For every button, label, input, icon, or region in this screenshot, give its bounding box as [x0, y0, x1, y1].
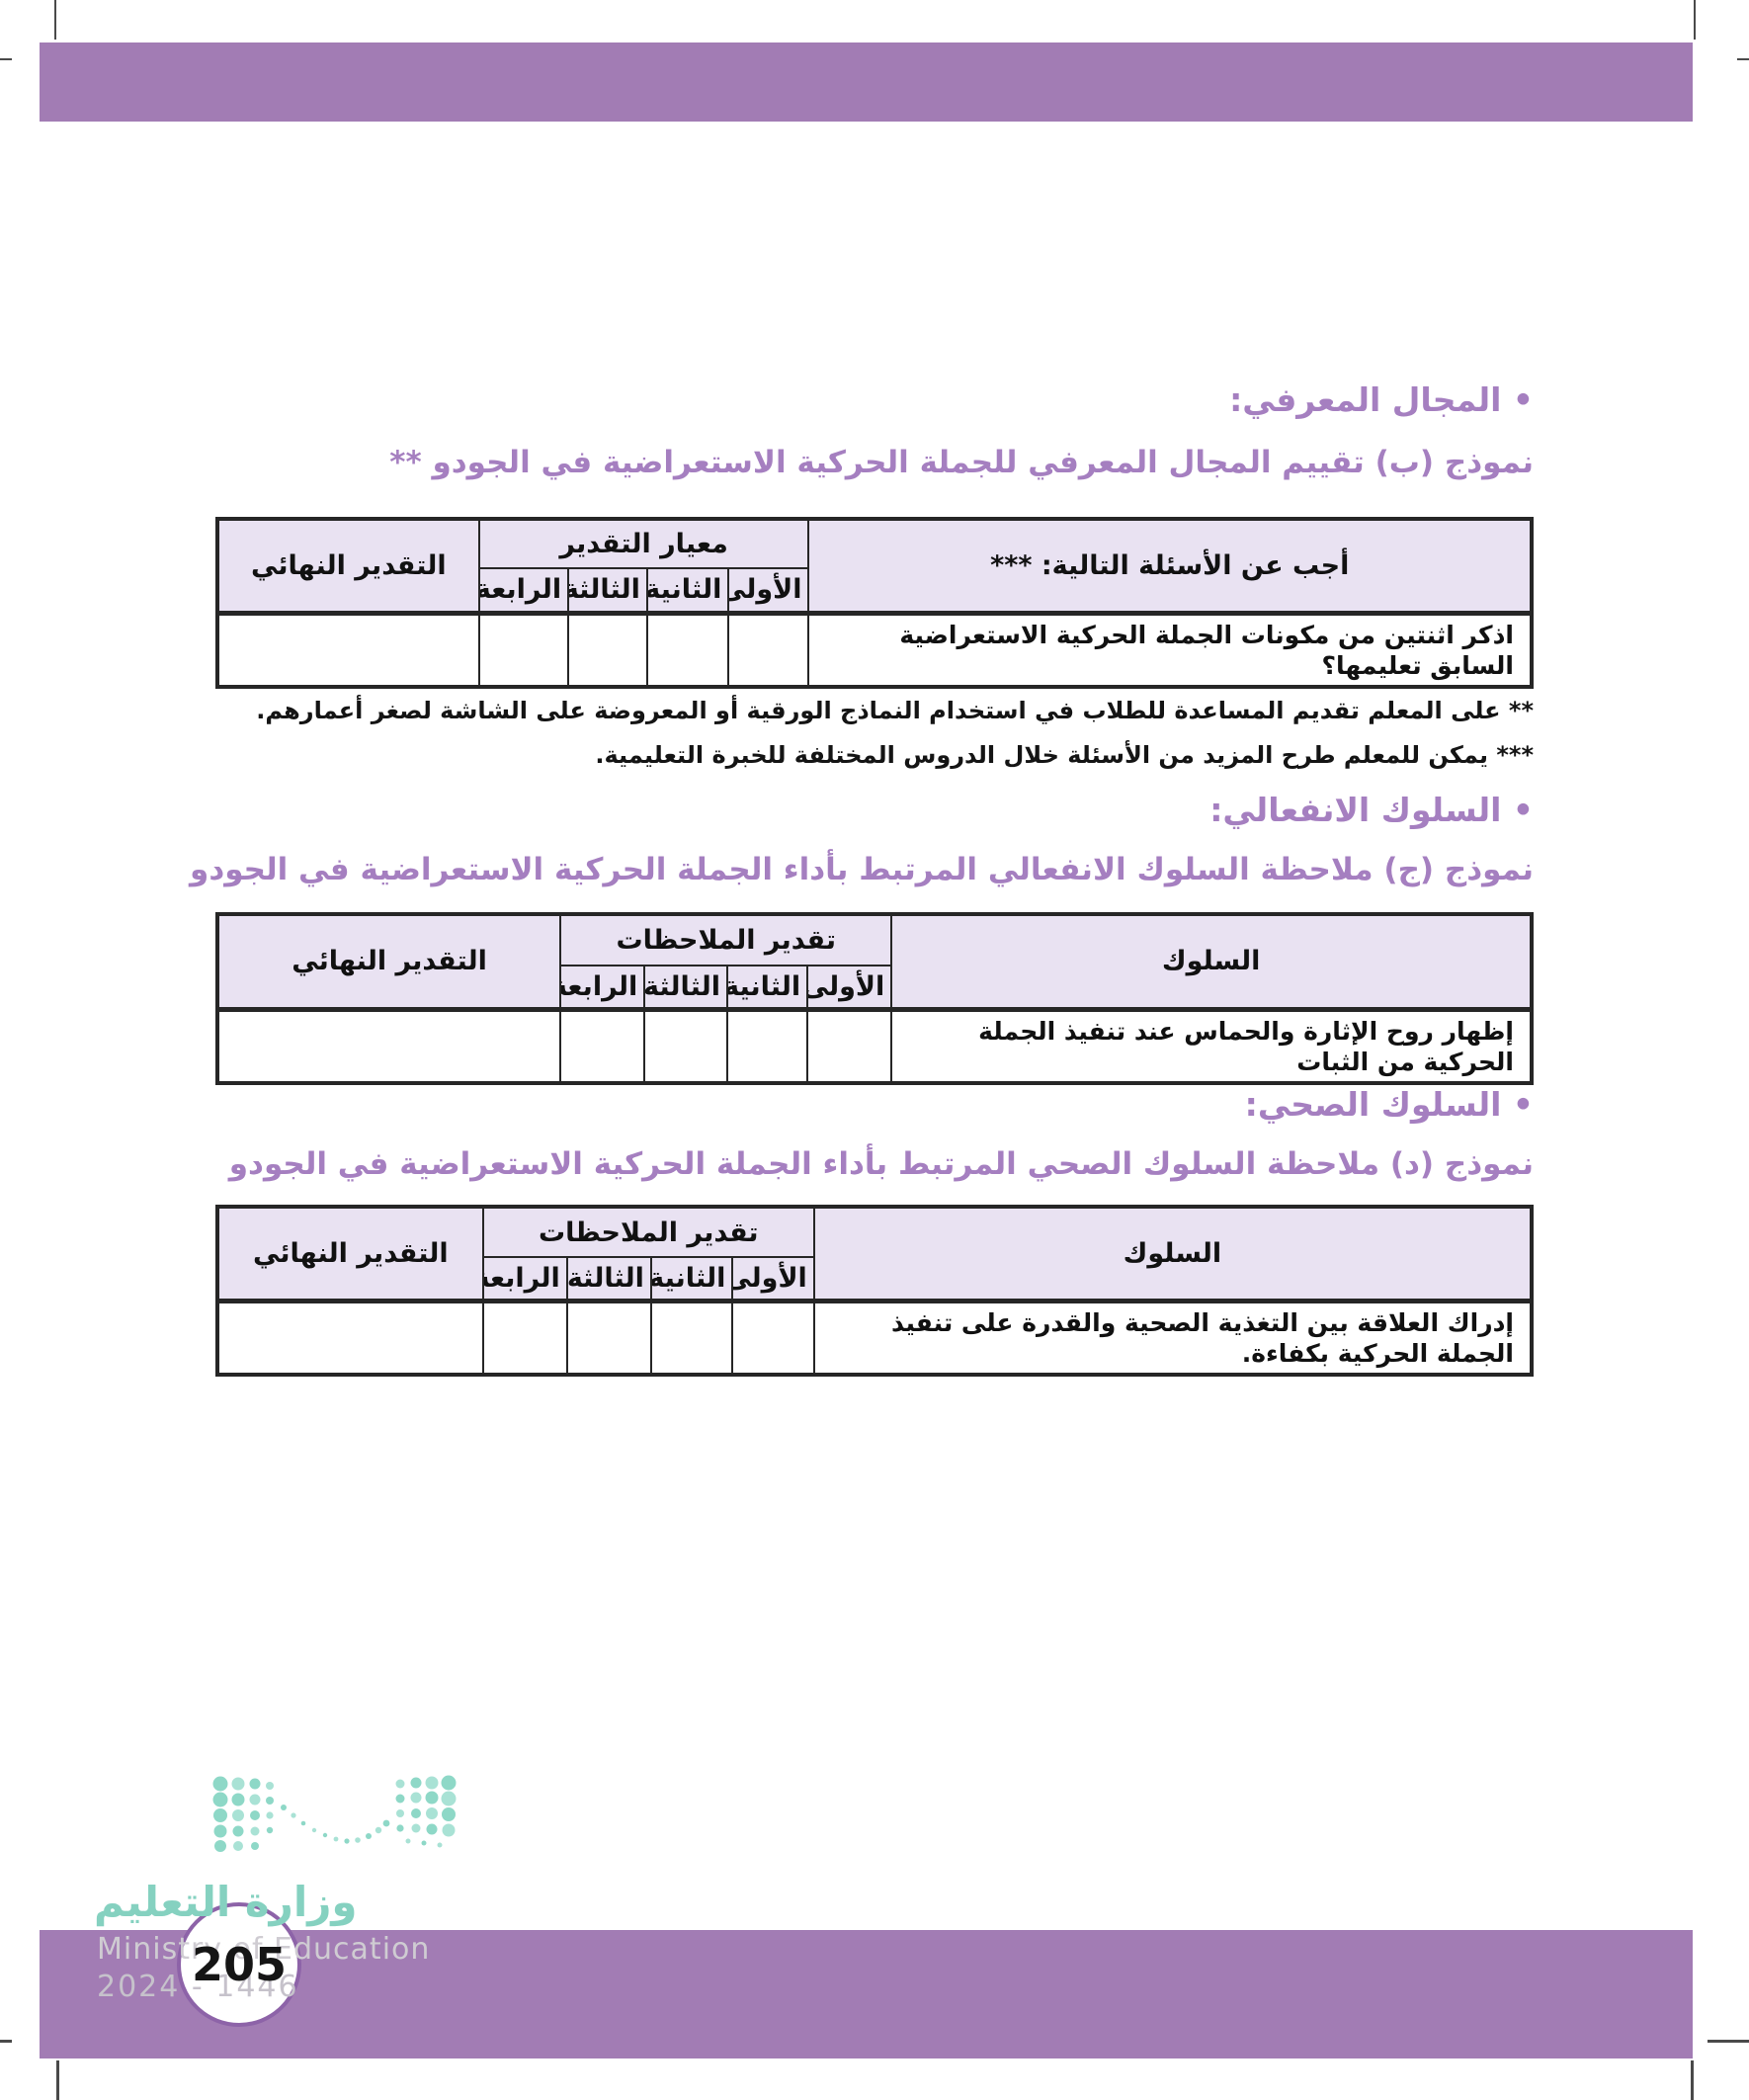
page-number-circle: [177, 1902, 301, 2027]
model-c-subheading: نموذج (ج) ملاحظة السلوك الانفعالي المرتب…: [190, 852, 1534, 887]
ministry-logo-dots-icon: [212, 1775, 457, 1852]
rating-cell-empty: [645, 612, 730, 688]
rating-cell-empty: [806, 1008, 893, 1084]
model-d-subheading: نموذج (د) ملاحظة السلوك الصحي المرتبط بأ…: [228, 1146, 1534, 1182]
rating-cell-empty: [727, 612, 810, 688]
rating-cell-empty: [481, 1300, 568, 1376]
rating-cell-empty: [649, 1300, 734, 1376]
crop-mark-top-left-v: [54, 0, 56, 40]
cognitive-assessment-table: أجب عن الأسئلة التالية: *** معيار التقدي…: [215, 517, 1534, 689]
table-row: اذكر اثنتين من مكونات الجملة الحركية الا…: [216, 612, 1533, 688]
criteria-col-fourth: الرابعة: [481, 1256, 568, 1302]
crop-mark-bottom-left-v: [56, 2060, 59, 2100]
final-rating-header: التقدير النهائي: [216, 1206, 484, 1302]
observation-rating-group-header: تقدير الملاحظات: [559, 913, 893, 966]
crop-mark-bottom-left-h: [0, 2040, 12, 2043]
rating-cell-empty: [565, 1300, 652, 1376]
crop-mark-bottom-right-h: [1707, 2040, 1749, 2043]
criteria-col-fourth: الرابعة: [477, 567, 570, 614]
criteria-col-second: الثانية: [645, 567, 730, 614]
header-bar: [40, 42, 1693, 122]
table-row: إظهار روح الإثارة والحماس عند تنفيذ الجم…: [215, 1008, 1533, 1084]
crop-mark-top-right-v: [1694, 0, 1696, 40]
criteria-col-second: الثانية: [726, 965, 809, 1010]
health-behavior-table: السلوك تقدير الملاحظات التقدير النهائي ا…: [215, 1205, 1534, 1377]
rating-cell-empty: [726, 1008, 809, 1084]
emotional-behavior-table: السلوك تقدير الملاحظات التقدير النهائي ا…: [215, 912, 1534, 1085]
table-row: إدراك العلاقة بين التغذية الصحية والقدرة…: [216, 1300, 1534, 1376]
final-rating-header: التقدير النهائي: [216, 518, 480, 614]
final-rating-cell-empty: [215, 1008, 562, 1084]
crop-mark-right-h: [1737, 58, 1749, 60]
rating-cell-empty: [559, 1008, 646, 1084]
criteria-col-first: الأولى: [806, 965, 893, 1010]
questions-column-header: أجب عن الأسئلة التالية: ***: [807, 518, 1533, 614]
ministry-logo-arabic-wordmark: وزارة التعليم: [94, 1878, 358, 1926]
crop-mark-bottom-right-v: [1691, 2060, 1694, 2100]
footer-bar: [40, 1930, 1693, 2058]
final-rating-cell-empty: [216, 1300, 484, 1376]
behavior-column-header: السلوك: [812, 1206, 1534, 1302]
criteria-col-third: الثالثة: [643, 965, 729, 1010]
criteria-col-fourth: الرابعة: [559, 965, 646, 1010]
rating-cell-empty: [731, 1300, 815, 1376]
ministry-logo-years-text: 2024 - 1446: [97, 1970, 299, 2004]
section-heading-emotional: • السلوك الانفعالي:: [1209, 791, 1534, 829]
criteria-col-third: الثالثة: [565, 1256, 652, 1302]
section-heading-health: • السلوك الصحي:: [1244, 1085, 1534, 1124]
behavior-cell: إدراك العلاقة بين التغذية الصحية والقدرة…: [812, 1300, 1534, 1376]
question-cell: اذكر اثنتين من مكونات الجملة الحركية الا…: [807, 612, 1533, 688]
behavior-column-header: السلوك: [890, 913, 1533, 1010]
ministry-logo-english-text: Ministry of Education: [97, 1932, 431, 1967]
behavior-cell: إظهار روح الإثارة والحماس عند تنفيذ الجم…: [890, 1008, 1533, 1084]
rating-cell-empty: [643, 1008, 729, 1084]
rating-cell-empty: [477, 612, 570, 688]
final-rating-header: التقدير النهائي: [215, 913, 562, 1010]
rating-cell-empty: [567, 612, 648, 688]
page-number: 205: [191, 1938, 288, 1991]
rating-criteria-group-header: معيار التقدير: [477, 518, 810, 569]
footnote-two-stars: ** على المعلم تقديم المساعدة للطلاب في ا…: [256, 697, 1534, 724]
criteria-col-first: الأولى: [727, 567, 810, 614]
model-b-subheading: نموذج (ب) تقييم المجال المعرفي للجملة ال…: [389, 445, 1534, 480]
section-heading-cognitive: • المجال المعرفي:: [1229, 380, 1534, 419]
crop-mark-left-h: [0, 58, 12, 60]
criteria-col-third: الثالثة: [567, 567, 648, 614]
final-rating-cell-empty: [216, 612, 480, 688]
criteria-col-first: الأولى: [731, 1256, 815, 1302]
criteria-col-second: الثانية: [649, 1256, 734, 1302]
footnote-three-stars: *** يمكن للمعلم طرح المزيد من الأسئلة خل…: [595, 741, 1534, 769]
observation-rating-group-header: تقدير الملاحظات: [481, 1206, 815, 1258]
